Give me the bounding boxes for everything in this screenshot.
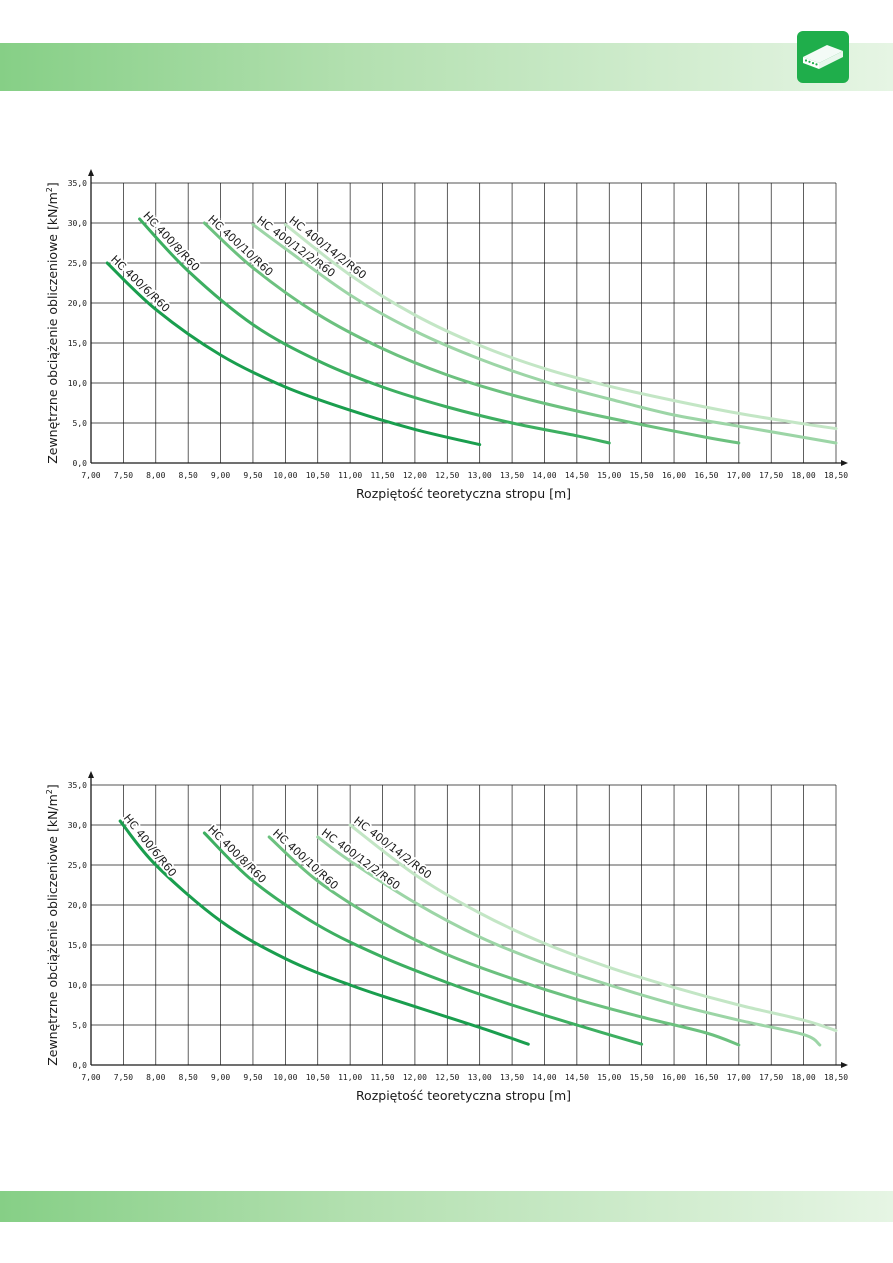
- series-line-1: [118, 819, 530, 1046]
- x-tick-label: 14,50: [565, 471, 589, 480]
- x-tick-label: 7,00: [81, 471, 100, 480]
- y-axis-title-main: Zewnętrzne obciążenie obliczeniowe [kN/m: [45, 192, 60, 464]
- y-tick-label: 20,0: [68, 901, 87, 910]
- x-tick-label: 16,00: [662, 1073, 686, 1082]
- x-tick-label: 16,00: [662, 471, 686, 480]
- series-line-2: [138, 217, 611, 445]
- x-tick-label: 16,50: [694, 471, 718, 480]
- x-tick-label: 15,50: [630, 1073, 654, 1082]
- footer-band: [0, 1191, 893, 1222]
- x-tick-label: 10,00: [273, 1073, 297, 1082]
- x-tick-label: 15,50: [630, 471, 654, 480]
- x-tick-label: 11,50: [370, 1073, 394, 1082]
- x-tick-label: 11,50: [370, 471, 394, 480]
- x-tick-label: 12,00: [403, 1073, 427, 1082]
- x-tick-label: 12,50: [435, 1073, 459, 1082]
- y-axis-title-main: Zewnętrzne obciążenie obliczeniowe [kN/m: [45, 794, 60, 1066]
- header-band: [0, 43, 893, 91]
- y-tick-label: 35,0: [68, 781, 87, 790]
- x-tick-label: 18,00: [792, 471, 816, 480]
- y-axis-title-superscript: 2: [45, 789, 54, 794]
- y-axis-title: Zewnętrzne obciążenie obliczeniowe [kN/m…: [45, 784, 60, 1066]
- x-tick-label: 8,00: [146, 471, 165, 480]
- x-tick-label: 16,50: [694, 1073, 718, 1082]
- x-tick-label: 8,00: [146, 1073, 165, 1082]
- y-tick-label: 5,0: [73, 419, 88, 428]
- x-tick-label: 8,50: [179, 471, 198, 480]
- series-line-5: [348, 823, 838, 1033]
- y-tick-label: 30,0: [68, 821, 87, 830]
- series-label-2: HC 400/8/R60: [140, 209, 202, 274]
- y-axis-title: Zewnętrzne obciążenie obliczeniowe [kN/m…: [45, 182, 60, 464]
- y-tick-label: 25,0: [68, 861, 87, 870]
- x-tick-label: 7,50: [114, 1073, 133, 1082]
- x-tick-label: 10,50: [306, 471, 330, 480]
- y-tick-label: 30,0: [68, 219, 87, 228]
- x-tick-label: 8,50: [179, 1073, 198, 1082]
- x-tick-label: 14,00: [532, 1073, 556, 1082]
- x-tick-label: 11,00: [338, 1073, 362, 1082]
- series-label-1: HC 400/6/R60: [108, 253, 172, 315]
- y-axis-arrow-icon: [88, 771, 94, 778]
- x-tick-label: 17,00: [727, 471, 751, 480]
- x-tick-label: 17,50: [759, 471, 783, 480]
- series-line-5: [283, 223, 838, 431]
- series-line-2: [202, 831, 644, 1046]
- x-tick-label: 10,00: [273, 471, 297, 480]
- x-tick-label: 7,50: [114, 471, 133, 480]
- series-line-3: [267, 835, 741, 1047]
- y-axis-title-end: ]: [45, 784, 60, 789]
- y-tick-label: 5,0: [73, 1021, 88, 1030]
- y-tick-label: 25,0: [68, 259, 87, 268]
- x-tick-label: 10,50: [306, 1073, 330, 1082]
- logo-badge: [797, 31, 849, 83]
- x-tick-label: 15,00: [597, 1073, 621, 1082]
- x-tick-label: 7,00: [81, 1073, 100, 1082]
- x-axis-arrow-icon: [841, 1062, 848, 1068]
- x-tick-label: 9,50: [243, 471, 262, 480]
- x-tick-label: 18,00: [792, 1073, 816, 1082]
- x-tick-label: 14,50: [565, 1073, 589, 1082]
- x-tick-label: 9,50: [243, 1073, 262, 1082]
- y-tick-label: 35,0: [68, 179, 87, 188]
- series-line-1: [105, 261, 482, 447]
- load-span-chart-2: 7,00 7,50 8,00 8,50 9,00 9,50 10,00 10,50 11,00 1…: [45, 771, 848, 1103]
- y-tick-label: 15,0: [68, 941, 87, 950]
- y-tick-label: 20,0: [68, 299, 87, 308]
- x-axis-arrow-icon: [841, 460, 848, 466]
- x-axis-title: Rozpiętość teoretyczna stropu [m]: [356, 1088, 571, 1103]
- x-tick-label: 13,50: [500, 1073, 524, 1082]
- x-tick-label: 9,00: [211, 471, 230, 480]
- y-tick-label: 15,0: [68, 339, 87, 348]
- series-line-3: [202, 221, 741, 445]
- y-axis-title-end: ]: [45, 182, 60, 187]
- series-label-2: HC 400/8/R60: [205, 823, 269, 886]
- x-tick-label: 18,50: [824, 1073, 848, 1082]
- y-tick-label: 0,0: [73, 459, 88, 468]
- x-tick-label: 12,00: [403, 471, 427, 480]
- series-label-1: HC 400/6/R60: [121, 812, 179, 880]
- y-tick-label: 0,0: [73, 1061, 88, 1070]
- x-tick-label: 11,00: [338, 471, 362, 480]
- load-span-chart-1: 7,00 7,50 8,00 8,50 9,00 9,50 10,00 10,50 11,00 1…: [45, 169, 848, 501]
- x-tick-label: 15,00: [597, 471, 621, 480]
- hollow-core-slab-icon: [803, 45, 843, 69]
- x-tick-label: 17,50: [759, 1073, 783, 1082]
- x-tick-label: 17,00: [727, 1073, 751, 1082]
- y-tick-label: 10,0: [68, 379, 87, 388]
- y-tick-label: 10,0: [68, 981, 87, 990]
- x-tick-label: 14,00: [532, 471, 556, 480]
- x-tick-label: 18,50: [824, 471, 848, 480]
- x-tick-label: 13,50: [500, 471, 524, 480]
- x-tick-label: 12,50: [435, 471, 459, 480]
- x-axis-title: Rozpiętość teoretyczna stropu [m]: [356, 486, 571, 501]
- x-tick-label: 13,00: [468, 471, 492, 480]
- y-axis-title-superscript: 2: [45, 187, 54, 192]
- x-tick-label: 13,00: [468, 1073, 492, 1082]
- y-axis-arrow-icon: [88, 169, 94, 176]
- series-line-4: [251, 223, 838, 445]
- series-line-4: [316, 835, 822, 1047]
- x-tick-label: 9,00: [211, 1073, 230, 1082]
